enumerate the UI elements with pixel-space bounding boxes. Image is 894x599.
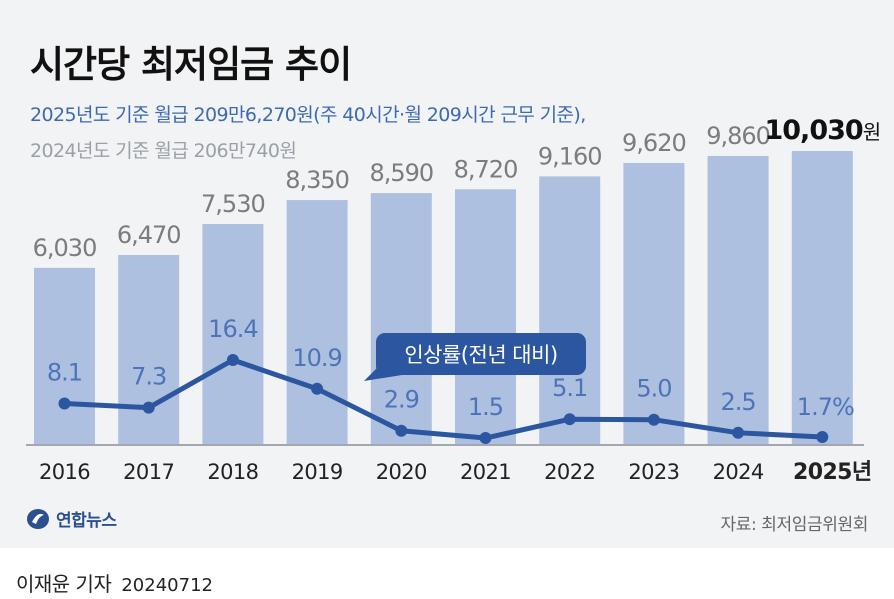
rate-point-2024 [732, 426, 745, 439]
data-source: 자료: 최저임금위원회 [720, 515, 869, 535]
bar-2022 [539, 176, 601, 445]
bar-2018 [202, 224, 264, 444]
bar-value-label: 9,160 [538, 142, 602, 170]
rate-line [62, 357, 825, 441]
bar-2016 [34, 267, 95, 444]
rate-point-2023 [647, 413, 660, 426]
rate-point-2025년 [816, 431, 829, 443]
rate-value-label: 5.0 [636, 375, 671, 403]
rate-point-2022 [563, 413, 576, 426]
bar-value-label: 8,590 [369, 159, 433, 187]
bar-value-label: 6,030 [33, 234, 97, 262]
bar-2024 [707, 155, 769, 444]
bar-2021 [455, 189, 516, 444]
yonhap-logo-icon [27, 508, 49, 529]
callout-box [376, 333, 586, 375]
rate-point-2021 [479, 432, 492, 445]
x-tick-label: 2023 [628, 460, 679, 484]
x-tick-label: 2017 [123, 460, 174, 484]
bar-value-label: 10,030원 [764, 115, 880, 146]
rate-value-label: 2.9 [384, 386, 419, 414]
bar-2017 [118, 254, 180, 444]
rate-value-label: 8.1 [47, 358, 82, 386]
subtitle-current: 2025년도 기준 월급 209만6,270원(주 40시간·월 209시간 근… [30, 104, 586, 126]
x-tick-label: 2020 [376, 460, 427, 484]
x-tick-label: 2019 [292, 460, 343, 484]
bar-2025년 [791, 151, 853, 444]
x-tick-label: 2016 [39, 460, 90, 484]
rate-point-2020 [395, 424, 408, 437]
rate-value-label: 5.1 [552, 374, 587, 402]
rate-point-2018 [226, 354, 239, 366]
byline: 이재윤 기자 20240712 [16, 568, 213, 597]
rate-value-label: 7.3 [131, 363, 166, 391]
chart-svg: 6,030 6,470 7,530 8,350 8,590 8,720 9,160 9,620… [26, 115, 881, 485]
bar-value-label: 8,350 [285, 166, 349, 194]
bar-value-label: 9,860 [706, 122, 770, 150]
yonhap-logo: 연합뉴스 [26, 506, 117, 531]
rate-point-2017 [142, 401, 155, 414]
x-tick-label: 2022 [544, 460, 595, 484]
infographic-card: 시간당 최저임금 추이 2025년도 기준 월급 209만6,270원(주 40… [0, 0, 894, 548]
bar-value-label: 8,720 [454, 155, 518, 183]
x-tick-label: 2024 [713, 460, 764, 484]
bar-value-label: 9,620 [622, 129, 686, 157]
chart-title: 시간당 최저임금 추이 [30, 43, 352, 86]
x-tick-label: 2025년 [793, 460, 871, 485]
line-legend-label: 인상률(전년 대비) [404, 343, 557, 367]
rate-point-2016 [58, 397, 71, 410]
bar-2019 [286, 200, 348, 444]
rate-point-2019 [311, 382, 324, 395]
rate-value-label: 1.5 [468, 393, 503, 421]
subtitle-previous: 2024년도 기준 월급 206만740원 [30, 140, 297, 162]
rate-value-label: 10.9 [292, 344, 341, 372]
rate-value-label: 2.5 [721, 388, 756, 416]
bar-2020 [370, 193, 432, 444]
x-tick-label: 2018 [207, 460, 258, 484]
byline-date: 20240712 [121, 575, 213, 596]
bar-value-label: 6,470 [117, 221, 181, 249]
x-tick-label: 2021 [460, 460, 511, 484]
yonhap-logo-text: 연합뉴스 [56, 511, 117, 531]
bar-2023 [623, 162, 685, 445]
rate-value-label: 16.4 [208, 315, 257, 343]
byline-author: 이재윤 기자 [16, 572, 112, 596]
rate-value-label: 1.7% [797, 393, 854, 421]
bar-value-label: 7,530 [201, 190, 265, 218]
